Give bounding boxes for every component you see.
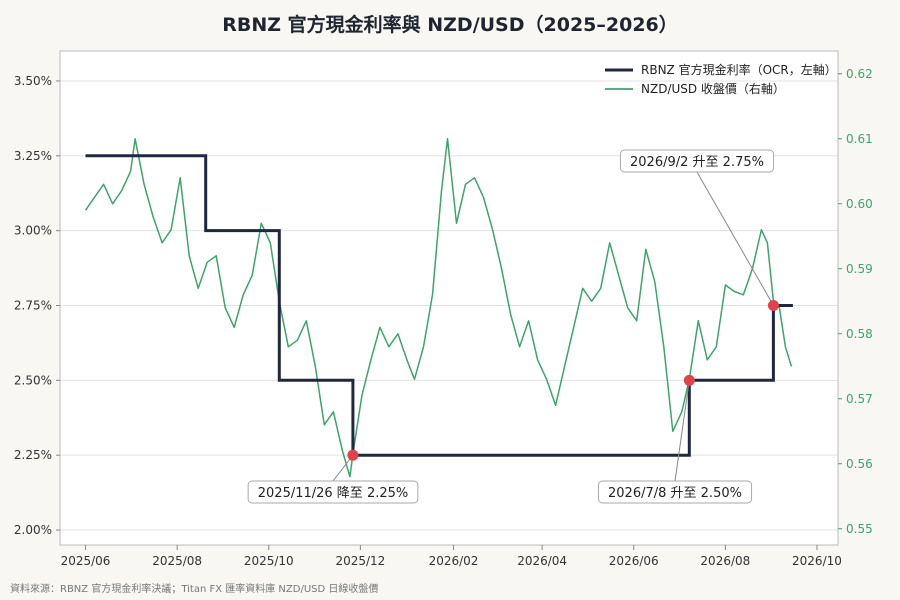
rate-change-marker: [347, 449, 359, 461]
y-left-tick-label: 2.25%: [14, 448, 52, 462]
legend-nzd-label: NZD/USD 收盤價（右軸）: [641, 81, 785, 96]
y-left-tick-label: 2.00%: [14, 523, 52, 537]
y-right-tick-label: 0.61: [846, 132, 873, 146]
annotation-leader-line: [674, 380, 690, 482]
y-left-tick-label: 2.75%: [14, 298, 52, 312]
rate-change-marker: [767, 299, 779, 311]
y-left-tick-label: 3.25%: [14, 149, 52, 163]
annotation-label: 2026/7/8 升至 2.50%: [608, 486, 742, 501]
x-tick-label: 2025/06: [61, 554, 111, 568]
y-right-tick-label: 0.58: [846, 327, 873, 341]
x-tick-label: 2025/08: [152, 554, 202, 568]
plot-frame: [59, 50, 839, 546]
x-tick-label: 2026/10: [792, 554, 842, 568]
series-ocr-line: [85, 154, 793, 457]
plot-area: [60, 51, 838, 545]
series-nzdusd-line: [84, 138, 793, 478]
annotation-box: [597, 480, 753, 504]
y-right-tick-label: 0.60: [846, 197, 873, 211]
legend: RBNZ 官方現金利率（OCR，左軸） NZD/USD 收盤價（右軸）: [605, 62, 837, 96]
chart-source: 資料來源：RBNZ 官方現金利率決議；Titan FX 匯率資料庫 NZD/US…: [10, 582, 378, 595]
y-left-tick-label: 2.50%: [14, 373, 52, 387]
x-tick-label: 2025/12: [335, 554, 385, 568]
x-tick-label: 2025/10: [244, 554, 294, 568]
annotation-label: 2026/9/2 升至 2.75%: [630, 155, 764, 170]
annotation-label: 2025/11/26 降至 2.25%: [258, 486, 409, 501]
annotation-box: [619, 149, 775, 173]
y-left-tick-label: 3.00%: [14, 224, 52, 238]
x-tick-label: 2026/02: [429, 554, 479, 568]
x-tick-label: 2026/06: [609, 554, 659, 568]
legend-ocr-label: RBNZ 官方現金利率（OCR，左軸）: [641, 62, 837, 77]
annotation-layer: 2025/11/26 降至 2.25% 2026/7/8 升至 2.50% 2026…: [247, 149, 779, 504]
series-layer: [84, 138, 793, 478]
annotation-leader-line: [696, 171, 774, 306]
x-tick-label: 2026/04: [517, 554, 567, 568]
x-tick-label: 2026/08: [700, 554, 750, 568]
y-right-tick-label: 0.62: [846, 67, 873, 81]
y-right-tick-label: 0.55: [846, 522, 873, 536]
axes: 2.00% 2.25% 2.50% 2.75% 3.00% 3.25% 3.50% 0.55 0…: [14, 67, 873, 568]
y-right-tick-label: 0.56: [846, 457, 873, 471]
y-right-tick-label: 0.59: [846, 262, 873, 276]
rate-change-marker: [683, 374, 695, 386]
annotation-box: [247, 480, 419, 504]
chart-title: RBNZ 官方現金利率與 NZD/USD（2025–2026）: [222, 13, 678, 36]
y-left-tick-label: 3.50%: [14, 74, 52, 88]
y-right-tick-label: 0.57: [846, 392, 873, 406]
